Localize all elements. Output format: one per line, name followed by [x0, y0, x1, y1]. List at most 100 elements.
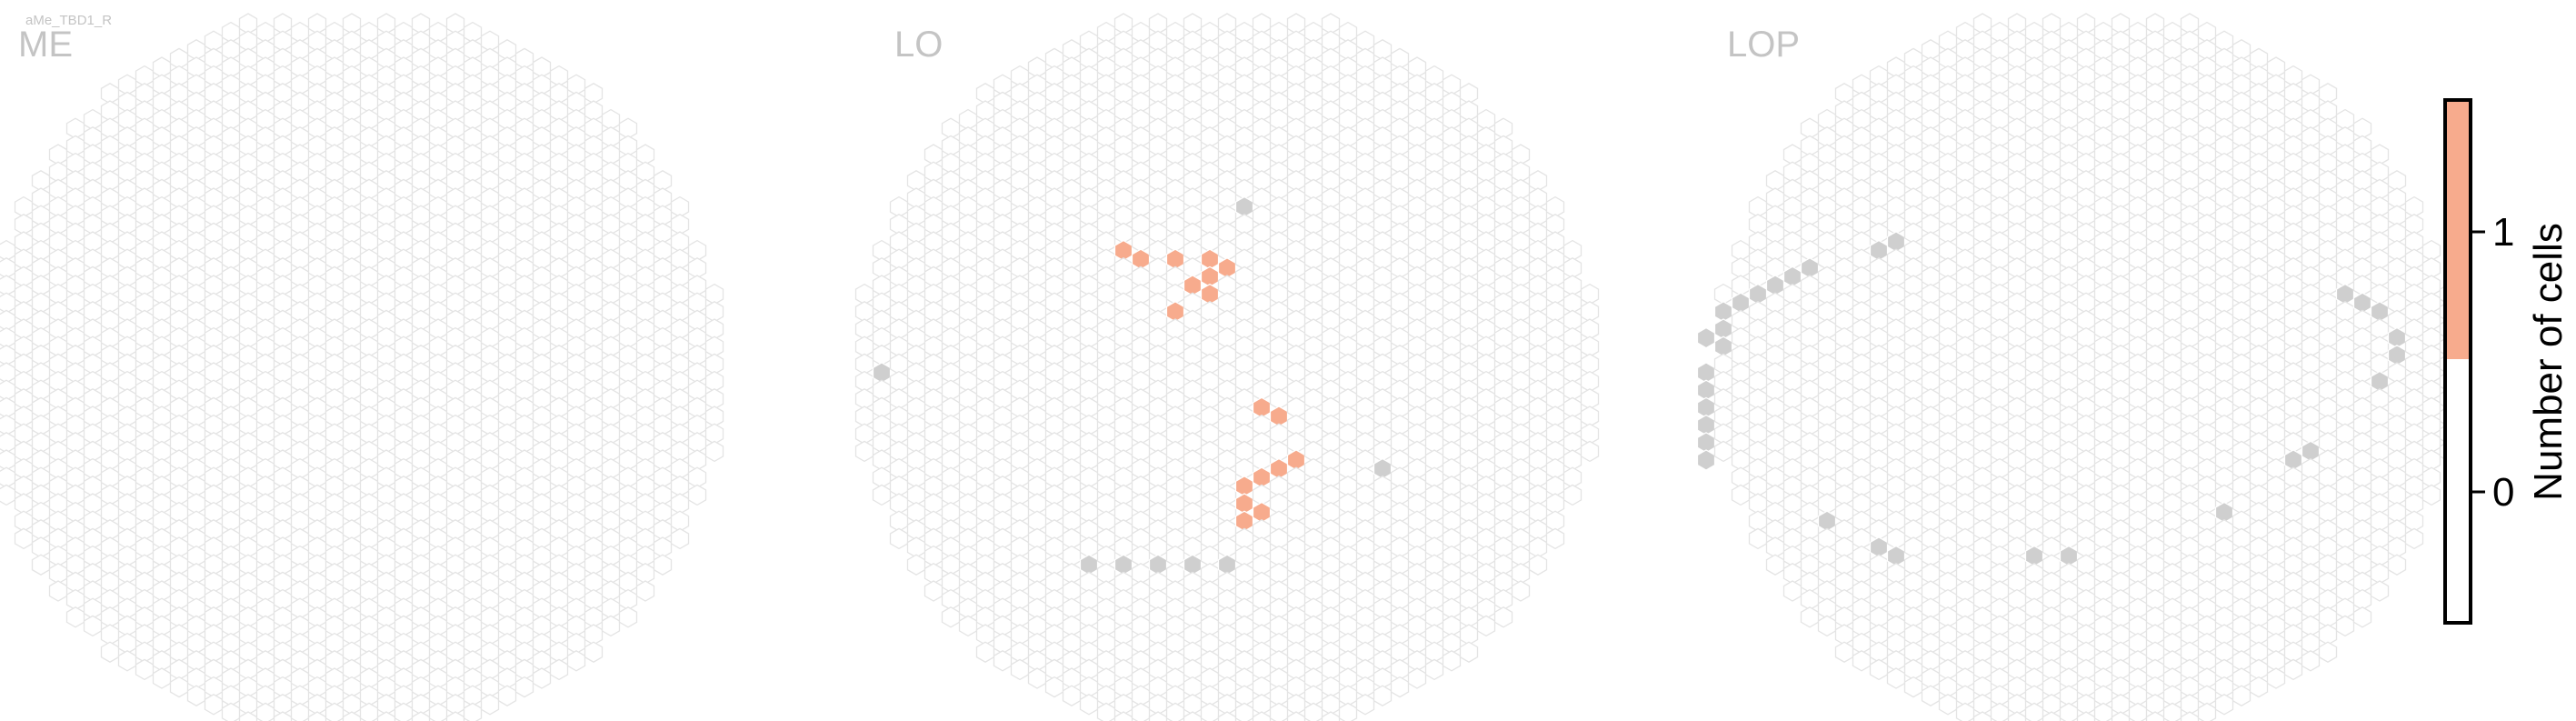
column-hex-empty — [14, 527, 34, 550]
column-hex-empty — [83, 615, 103, 637]
colorbar-tick-label-1: 1 — [2492, 210, 2514, 255]
column-hex-empty — [0, 345, 16, 366]
colorbar-tick-label-0: 0 — [2492, 470, 2514, 515]
column-hex-empty — [1355, 694, 1375, 716]
column-hex-empty — [532, 667, 552, 689]
column-hex-empty — [1563, 484, 1583, 506]
column-hex-empty — [1713, 440, 1733, 463]
column-hex-empty — [463, 702, 483, 721]
column-hex-empty — [889, 527, 909, 550]
column-hex-empty — [0, 466, 16, 488]
column-hex-empty — [1010, 658, 1030, 681]
column-hex-empty — [1321, 711, 1341, 721]
column-hex-empty — [307, 711, 327, 721]
column-hex-empty — [1903, 676, 1923, 698]
column-hex-empty — [31, 554, 51, 576]
column-hex-empty — [1234, 702, 1254, 721]
column-hex-empty — [1580, 440, 1600, 463]
column-hex-empty — [2111, 711, 2131, 721]
column-hex-empty — [238, 711, 258, 721]
column-hex-empty — [2042, 711, 2062, 721]
column-hex-empty — [670, 527, 690, 550]
column-hex-empty — [2145, 711, 2165, 721]
panel-title-me: ME — [18, 25, 73, 65]
column-hex-empty — [566, 650, 586, 672]
column-hex-empty — [1921, 685, 1941, 706]
column-hex-empty — [0, 257, 16, 279]
column-hex-empty — [924, 580, 944, 602]
column-hex-empty — [1062, 685, 1082, 706]
column-hex-empty — [117, 650, 137, 672]
column-hex-empty — [0, 275, 16, 296]
column-hex-empty — [584, 641, 604, 663]
column-hex-empty — [1511, 580, 1531, 602]
panel-title-lop: LOP — [1727, 25, 1800, 65]
column-hex-empty — [0, 414, 16, 436]
column-hex-empty — [1442, 650, 1462, 672]
column-hex-empty — [993, 650, 1013, 672]
column-hex-empty — [618, 606, 638, 628]
column-hex-empty — [2404, 527, 2424, 550]
column-hex-empty — [48, 580, 68, 602]
column-hex-empty — [975, 641, 995, 663]
column-hex-empty — [2180, 711, 2200, 721]
column-hex-empty — [872, 484, 892, 506]
column-hex-empty — [2387, 554, 2407, 576]
panel-lo: LO — [854, 13, 1600, 721]
column-hex-empty — [100, 641, 120, 663]
column-hex-empty — [1200, 702, 1220, 721]
column-hex-empty — [653, 554, 673, 576]
column-hex-empty — [941, 606, 961, 628]
column-hex-empty — [704, 440, 724, 463]
column-hex-empty — [2059, 702, 2079, 721]
column-hex-empty — [2421, 484, 2441, 506]
column-hex-empty — [2249, 676, 2269, 698]
column-hex-empty — [2128, 702, 2148, 721]
column-hex-empty — [1079, 694, 1099, 716]
column-hex-empty — [255, 702, 275, 721]
column-hex-empty — [0, 484, 16, 506]
column-hex-empty — [428, 702, 448, 721]
colorbar: 1 0 Number of cells — [2443, 98, 2571, 625]
column-hex-empty — [1852, 650, 1872, 672]
column-hex-empty — [1765, 554, 1785, 576]
column-hex-empty — [1955, 702, 1975, 721]
column-hex-empty — [1027, 667, 1047, 689]
column-hex-empty — [204, 694, 224, 716]
column-hex-empty — [687, 484, 707, 506]
column-hex-empty — [1113, 711, 1133, 721]
column-hex-empty — [0, 432, 16, 454]
column-hex-empty — [2076, 711, 2096, 721]
column-hex-empty — [2283, 658, 2303, 681]
column-hex-empty — [221, 702, 241, 721]
column-hex-empty — [394, 702, 414, 721]
column-hex-empty — [0, 326, 16, 349]
column-hex-no-data — [1696, 449, 1716, 471]
column-hex-empty — [1131, 702, 1151, 721]
column-hex-empty — [1165, 702, 1185, 721]
column-hex-empty — [273, 711, 293, 721]
column-hex-empty — [2024, 702, 2044, 721]
colorbar-bin-0 — [2445, 359, 2471, 623]
column-hex-empty — [601, 615, 621, 637]
column-hex-empty — [497, 685, 517, 706]
column-hex-empty — [1269, 702, 1289, 721]
column-hex-empty — [169, 676, 189, 698]
column-hex-empty — [324, 702, 344, 721]
column-hex-empty — [1972, 711, 1992, 721]
column-hex-empty — [1148, 711, 1168, 721]
column-hex-empty — [342, 711, 362, 721]
column-hex-empty — [290, 702, 310, 721]
column-hex-empty — [0, 362, 16, 384]
colorbar-label: Number of cells — [2526, 223, 2571, 501]
column-hex-empty — [1390, 676, 1410, 698]
column-hex-empty — [1938, 694, 1958, 716]
column-hex-empty — [186, 685, 206, 706]
column-hex-empty — [0, 292, 16, 314]
column-hex-empty — [1886, 667, 1906, 689]
column-hex-empty — [1407, 667, 1427, 689]
column-hex-empty — [635, 580, 655, 602]
column-hex-empty — [906, 554, 926, 576]
column-hex-empty — [1493, 606, 1513, 628]
column-hex-empty — [1800, 606, 1820, 628]
